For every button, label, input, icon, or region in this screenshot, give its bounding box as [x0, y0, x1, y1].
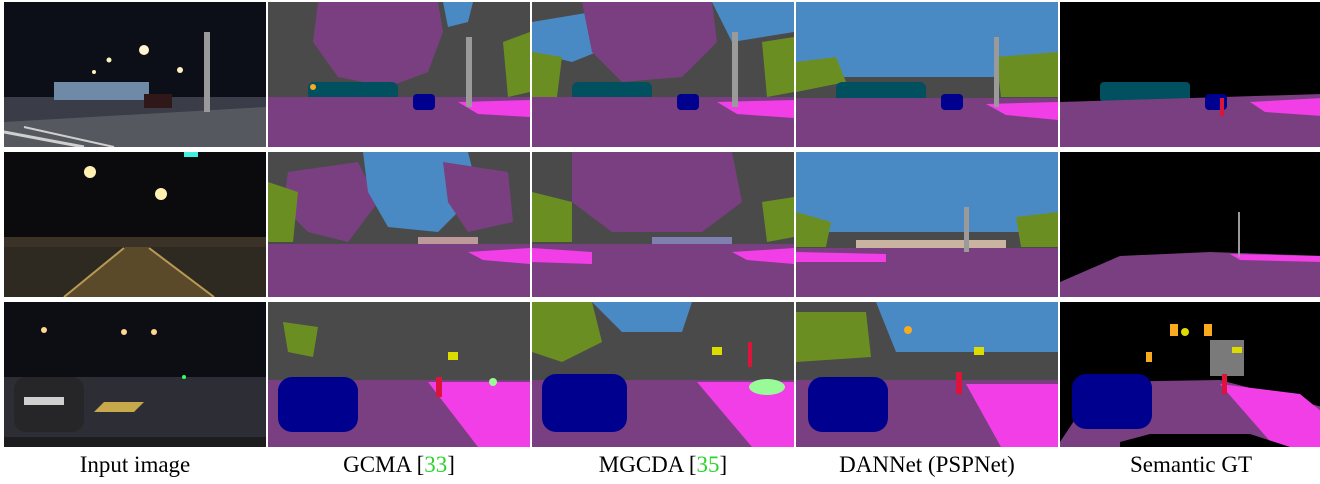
- row1-gcma-segmentation: [268, 2, 530, 147]
- row1-dannet-segmentation: [796, 2, 1058, 147]
- caption-mgcda: MGCDA [35]: [532, 452, 794, 478]
- citation-bracket-close: ]: [447, 452, 455, 477]
- row3-semantic-gt: [1060, 302, 1320, 447]
- night-street-photo-1: [4, 2, 266, 147]
- caption-text: Input image: [79, 452, 191, 477]
- citation-bracket-open: [: [688, 452, 697, 477]
- caption-input-image: Input image: [4, 452, 266, 478]
- citation-link[interactable]: 33: [424, 452, 448, 477]
- citation-bracket-close: ]: [719, 452, 728, 477]
- caption-text: Semantic GT: [1130, 452, 1252, 477]
- caption-method-name: MGCDA: [598, 452, 689, 477]
- row2-mgcda-segmentation: [532, 152, 794, 297]
- caption-method-name: GCMA: [343, 452, 417, 477]
- citation-link[interactable]: 35: [696, 452, 720, 477]
- row1-input-image: [4, 2, 266, 147]
- row2-dannet-segmentation: [796, 152, 1058, 297]
- row2-gcma-segmentation: [268, 152, 530, 297]
- row3-input-image: [4, 302, 266, 447]
- row2-input-image: [4, 152, 266, 297]
- row3-dannet-segmentation: [796, 302, 1058, 447]
- caption-gcma: GCMA [33]: [268, 452, 530, 478]
- row3-gcma-segmentation: [268, 302, 530, 447]
- citation-bracket-open: [: [416, 452, 425, 477]
- row2-semantic-gt: [1060, 152, 1320, 297]
- caption-semantic-gt: Semantic GT: [1060, 452, 1320, 478]
- caption-dannet: DANNet (PSPNet): [796, 452, 1058, 478]
- row3-mgcda-segmentation: [532, 302, 794, 447]
- caption-text: DANNet (PSPNet): [839, 452, 1015, 477]
- row1-semantic-gt: [1060, 2, 1320, 147]
- row1-mgcda-segmentation: [532, 2, 794, 147]
